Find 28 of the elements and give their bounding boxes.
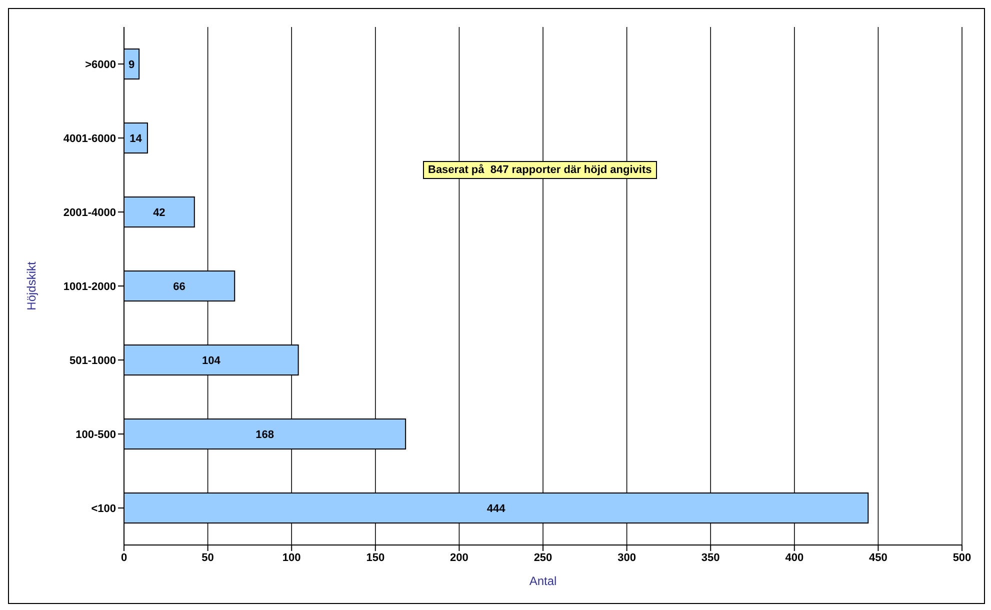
data-label: 444: [486, 502, 506, 515]
y-tick-label: 4001-6000: [63, 132, 116, 145]
data-label: 9: [128, 58, 135, 71]
data-label: 66: [173, 280, 186, 293]
data-label: 104: [202, 354, 222, 367]
x-tick-label: 450: [869, 552, 888, 564]
y-tick-label: 1001-2000: [63, 280, 116, 293]
x-axis-title: Antal: [529, 574, 557, 588]
data-label: 168: [256, 428, 274, 441]
data-label: 42: [153, 206, 166, 219]
y-tick-label: 100-500: [76, 428, 116, 441]
x-tick-label: 50: [202, 552, 214, 564]
x-tick-label: 150: [366, 552, 385, 564]
y-tick-label: 2001-4000: [63, 206, 116, 219]
x-tick-label: 0: [120, 552, 128, 564]
y-tick-label: >6000: [85, 58, 116, 71]
x-tick-label: 500: [952, 552, 972, 564]
y-tick-label: <100: [91, 502, 116, 515]
x-tick-label: 250: [534, 552, 552, 564]
x-tick-label: 400: [785, 552, 804, 564]
x-tick-label: 300: [618, 552, 636, 564]
x-tick-label: 200: [450, 552, 468, 564]
annotation: Baserat på 847 rapporter där höjd angivits: [423, 161, 657, 179]
x-tick-label: 100: [282, 552, 301, 564]
y-tick-label: 501-1000: [70, 354, 116, 367]
y-axis-title: Höjdskikt: [24, 261, 38, 310]
x-tick-label: 350: [701, 552, 720, 564]
data-label: 14: [130, 132, 143, 145]
